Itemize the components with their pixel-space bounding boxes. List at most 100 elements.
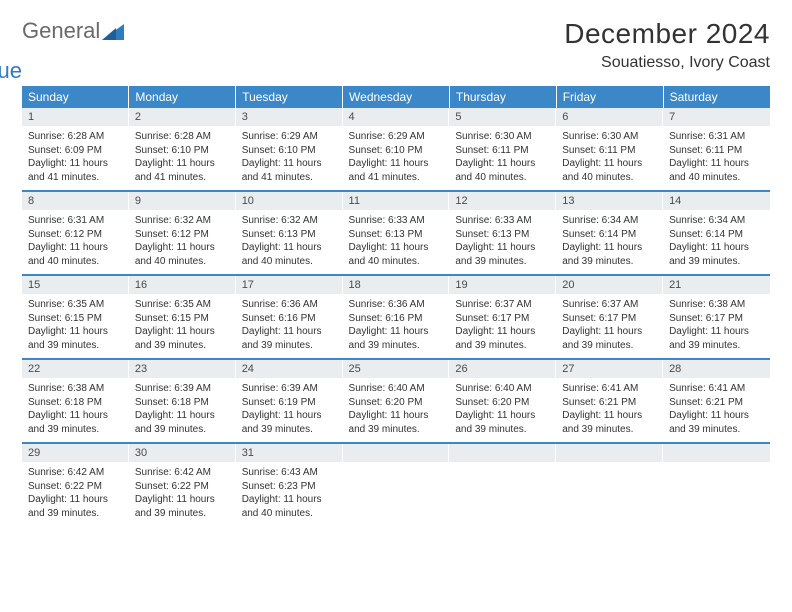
sunrise-text: Sunrise: 6:40 AM [349, 382, 444, 396]
day-number: 19 [449, 276, 556, 294]
sunset-text: Sunset: 6:13 PM [349, 228, 444, 242]
logo-word1: General [22, 18, 100, 44]
sunrise-text: Sunrise: 6:42 AM [28, 466, 123, 480]
sunrise-text: Sunrise: 6:28 AM [28, 130, 123, 144]
day-body-empty [663, 462, 770, 520]
sunrise-text: Sunrise: 6:36 AM [242, 298, 337, 312]
calendar-cell: 5Sunrise: 6:30 AMSunset: 6:11 PMDaylight… [449, 108, 556, 191]
weekday-sat: Saturday [663, 86, 770, 108]
daylight-line2: and 39 minutes. [562, 423, 657, 437]
sunrise-text: Sunrise: 6:41 AM [562, 382, 657, 396]
day-number-empty [663, 444, 770, 462]
daylight-line2: and 40 minutes. [562, 171, 657, 185]
weekday-sun: Sunday [22, 86, 129, 108]
day-body: Sunrise: 6:41 AMSunset: 6:21 PMDaylight:… [556, 378, 663, 442]
daylight-line2: and 39 minutes. [669, 339, 764, 353]
calendar-cell [343, 443, 450, 526]
sunset-text: Sunset: 6:15 PM [135, 312, 230, 326]
day-number: 14 [663, 192, 770, 210]
calendar-week-row: 22Sunrise: 6:38 AMSunset: 6:18 PMDayligh… [22, 359, 770, 443]
sunrise-text: Sunrise: 6:42 AM [135, 466, 230, 480]
day-number: 17 [236, 276, 343, 294]
day-number: 22 [22, 360, 129, 378]
day-number: 16 [129, 276, 236, 294]
calendar-cell: 18Sunrise: 6:36 AMSunset: 6:16 PMDayligh… [343, 275, 450, 359]
weekday-fri: Friday [556, 86, 663, 108]
day-number: 2 [129, 108, 236, 126]
daylight-line2: and 40 minutes. [669, 171, 764, 185]
calendar-cell: 12Sunrise: 6:33 AMSunset: 6:13 PMDayligh… [449, 191, 556, 275]
day-number: 18 [343, 276, 450, 294]
calendar-cell: 3Sunrise: 6:29 AMSunset: 6:10 PMDaylight… [236, 108, 343, 191]
day-body: Sunrise: 6:35 AMSunset: 6:15 PMDaylight:… [22, 294, 129, 358]
sunrise-text: Sunrise: 6:28 AM [135, 130, 230, 144]
daylight-line2: and 41 minutes. [242, 171, 337, 185]
calendar-cell: 13Sunrise: 6:34 AMSunset: 6:14 PMDayligh… [556, 191, 663, 275]
sunrise-text: Sunrise: 6:31 AM [28, 214, 123, 228]
sunset-text: Sunset: 6:17 PM [455, 312, 550, 326]
day-number-empty [343, 444, 450, 462]
daylight-line1: Daylight: 11 hours [242, 325, 337, 339]
sunset-text: Sunset: 6:15 PM [28, 312, 123, 326]
daylight-line1: Daylight: 11 hours [28, 409, 123, 423]
weekday-thu: Thursday [449, 86, 556, 108]
calendar-cell: 1Sunrise: 6:28 AMSunset: 6:09 PMDaylight… [22, 108, 129, 191]
sunset-text: Sunset: 6:21 PM [562, 396, 657, 410]
day-number-empty [449, 444, 556, 462]
day-number: 10 [236, 192, 343, 210]
day-body: Sunrise: 6:32 AMSunset: 6:13 PMDaylight:… [236, 210, 343, 274]
day-body-empty [449, 462, 556, 520]
day-body: Sunrise: 6:29 AMSunset: 6:10 PMDaylight:… [343, 126, 450, 190]
daylight-line1: Daylight: 11 hours [349, 157, 444, 171]
sunrise-text: Sunrise: 6:31 AM [669, 130, 764, 144]
day-number: 5 [449, 108, 556, 126]
day-number: 6 [556, 108, 663, 126]
calendar-cell: 10Sunrise: 6:32 AMSunset: 6:13 PMDayligh… [236, 191, 343, 275]
calendar-cell: 8Sunrise: 6:31 AMSunset: 6:12 PMDaylight… [22, 191, 129, 275]
calendar-cell: 28Sunrise: 6:41 AMSunset: 6:21 PMDayligh… [663, 359, 770, 443]
sunset-text: Sunset: 6:12 PM [135, 228, 230, 242]
day-body: Sunrise: 6:38 AMSunset: 6:17 PMDaylight:… [663, 294, 770, 358]
daylight-line2: and 39 minutes. [135, 423, 230, 437]
day-body: Sunrise: 6:41 AMSunset: 6:21 PMDaylight:… [663, 378, 770, 442]
daylight-line2: and 39 minutes. [455, 423, 550, 437]
calendar-cell: 22Sunrise: 6:38 AMSunset: 6:18 PMDayligh… [22, 359, 129, 443]
day-body: Sunrise: 6:30 AMSunset: 6:11 PMDaylight:… [556, 126, 663, 190]
day-body: Sunrise: 6:33 AMSunset: 6:13 PMDaylight:… [449, 210, 556, 274]
daylight-line2: and 40 minutes. [135, 255, 230, 269]
daylight-line2: and 39 minutes. [349, 423, 444, 437]
calendar-header-row: Sunday Monday Tuesday Wednesday Thursday… [22, 86, 770, 108]
calendar-cell [556, 443, 663, 526]
day-body: Sunrise: 6:38 AMSunset: 6:18 PMDaylight:… [22, 378, 129, 442]
sunrise-text: Sunrise: 6:30 AM [562, 130, 657, 144]
calendar-cell: 16Sunrise: 6:35 AMSunset: 6:15 PMDayligh… [129, 275, 236, 359]
sunset-text: Sunset: 6:23 PM [242, 480, 337, 494]
day-body-empty [343, 462, 450, 520]
calendar-cell: 26Sunrise: 6:40 AMSunset: 6:20 PMDayligh… [449, 359, 556, 443]
sunset-text: Sunset: 6:17 PM [562, 312, 657, 326]
day-number: 31 [236, 444, 343, 462]
month-title: December 2024 [564, 18, 770, 50]
day-number: 24 [236, 360, 343, 378]
day-body: Sunrise: 6:37 AMSunset: 6:17 PMDaylight:… [556, 294, 663, 358]
sunrise-text: Sunrise: 6:41 AM [669, 382, 764, 396]
day-number: 27 [556, 360, 663, 378]
daylight-line1: Daylight: 11 hours [562, 409, 657, 423]
day-body: Sunrise: 6:36 AMSunset: 6:16 PMDaylight:… [343, 294, 450, 358]
sunrise-text: Sunrise: 6:34 AM [562, 214, 657, 228]
day-body: Sunrise: 6:40 AMSunset: 6:20 PMDaylight:… [343, 378, 450, 442]
day-body: Sunrise: 6:42 AMSunset: 6:22 PMDaylight:… [22, 462, 129, 526]
sunset-text: Sunset: 6:16 PM [349, 312, 444, 326]
sunrise-text: Sunrise: 6:29 AM [349, 130, 444, 144]
day-body: Sunrise: 6:42 AMSunset: 6:22 PMDaylight:… [129, 462, 236, 526]
sunset-text: Sunset: 6:10 PM [135, 144, 230, 158]
sunset-text: Sunset: 6:10 PM [349, 144, 444, 158]
day-body: Sunrise: 6:31 AMSunset: 6:12 PMDaylight:… [22, 210, 129, 274]
sunset-text: Sunset: 6:21 PM [669, 396, 764, 410]
daylight-line1: Daylight: 11 hours [669, 241, 764, 255]
daylight-line1: Daylight: 11 hours [135, 325, 230, 339]
daylight-line1: Daylight: 11 hours [242, 157, 337, 171]
daylight-line1: Daylight: 11 hours [669, 325, 764, 339]
sunrise-text: Sunrise: 6:39 AM [135, 382, 230, 396]
day-number: 21 [663, 276, 770, 294]
